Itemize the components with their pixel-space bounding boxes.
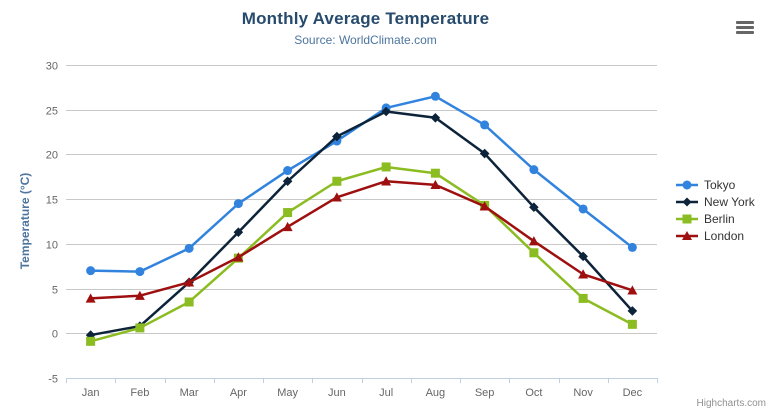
legend-label: London (704, 228, 745, 243)
x-axis-label: Dec (623, 387, 643, 399)
point-london-oct[interactable] (528, 236, 539, 246)
point-london-jul[interactable] (381, 176, 392, 186)
series-tokyo (86, 91, 637, 277)
y-axis-label: 10 (46, 240, 58, 252)
y-axis-label: 0 (52, 329, 58, 341)
point-tokyo-oct[interactable] (529, 165, 539, 175)
point-berlin-dec[interactable] (627, 319, 637, 329)
x-axis-label: Jun (328, 387, 346, 399)
point-berlin-feb[interactable] (135, 323, 145, 333)
legend-marker-diamond-icon (676, 197, 698, 206)
series-new-york (85, 106, 638, 340)
point-berlin-may[interactable] (283, 208, 293, 218)
point-london-aug[interactable] (430, 179, 441, 190)
y-axis-label: 30 (46, 61, 58, 73)
point-new-york-may[interactable] (282, 176, 293, 187)
point-berlin-jul[interactable] (381, 162, 391, 172)
legend-marker-square-icon (676, 214, 698, 223)
point-tokyo-sep[interactable] (480, 120, 490, 130)
export-menu-button[interactable] (734, 19, 756, 36)
legend-marker-circle-icon (676, 180, 698, 189)
legend-item-tokyo[interactable]: Tokyo (675, 176, 755, 193)
point-new-york-jan[interactable] (85, 330, 96, 340)
point-berlin-mar[interactable] (184, 297, 194, 307)
series-berlin (86, 162, 637, 346)
point-new-york-jul[interactable] (381, 106, 391, 117)
x-axis-label: Mar (180, 387, 199, 399)
point-london-jun[interactable] (331, 192, 342, 202)
legend-marker-triangle-icon (676, 230, 698, 240)
point-tokyo-jan[interactable] (86, 266, 96, 276)
point-new-york-oct[interactable] (529, 202, 539, 212)
point-berlin-aug[interactable] (430, 168, 440, 178)
x-axis-label: Apr (230, 387, 247, 399)
series-line-london (89, 180, 634, 300)
point-london-sep[interactable] (479, 201, 490, 211)
chart-title: Monthly Average Temperature (241, 9, 490, 28)
point-tokyo-nov[interactable] (578, 204, 588, 214)
series-line-tokyo (89, 95, 634, 273)
point-tokyo-aug[interactable] (430, 91, 440, 101)
x-axis-label: Jan (82, 387, 100, 399)
point-tokyo-feb[interactable] (135, 267, 145, 277)
legend-item-berlin[interactable]: Berlin (675, 210, 755, 227)
point-tokyo-may[interactable] (283, 166, 293, 176)
point-london-may[interactable] (282, 221, 293, 232)
point-tokyo-mar[interactable] (184, 243, 194, 253)
point-tokyo-apr[interactable] (233, 199, 243, 209)
x-axis-label: Aug (426, 387, 446, 399)
point-new-york-sep[interactable] (479, 148, 490, 159)
x-axis-label: Sep (475, 387, 495, 399)
point-berlin-jan[interactable] (86, 336, 96, 346)
point-london-apr[interactable] (233, 252, 244, 262)
legend-item-new-york[interactable]: New York (675, 193, 755, 210)
series-london (85, 176, 638, 303)
point-new-york-apr[interactable] (233, 227, 244, 238)
point-new-york-nov[interactable] (578, 251, 588, 262)
point-tokyo-dec[interactable] (627, 242, 637, 252)
series-line-new-york (89, 110, 634, 337)
y-axis-label: 25 (46, 106, 58, 118)
x-axis-label: Nov (573, 387, 593, 399)
point-berlin-jun[interactable] (332, 176, 342, 186)
point-new-york-aug[interactable] (430, 112, 441, 123)
point-london-nov[interactable] (578, 269, 589, 279)
x-axis-label: Oct (525, 387, 542, 399)
y-axis-label: -5 (48, 374, 58, 386)
series-line-berlin (89, 165, 634, 343)
point-london-feb[interactable] (134, 290, 145, 300)
y-axis-label: 5 (52, 285, 58, 297)
x-axis-label: Feb (130, 387, 149, 399)
x-axis-label: May (277, 387, 298, 399)
credits-link[interactable]: Highcharts.com (696, 398, 766, 409)
legend-item-london[interactable]: London (675, 227, 755, 244)
legend: Tokyo New York Berlin London (675, 176, 755, 244)
point-london-jan[interactable] (85, 293, 96, 303)
y-axis-label: 15 (46, 195, 58, 207)
point-london-dec[interactable] (627, 285, 638, 295)
y-axis-label: 20 (46, 150, 58, 162)
x-axis-label: Jul (379, 387, 393, 399)
legend-label: New York (704, 194, 755, 209)
legend-label: Berlin (704, 211, 735, 226)
chart-subtitle: Source: WorldClimate.com (294, 33, 437, 47)
legend-label: Tokyo (704, 177, 736, 192)
point-berlin-oct[interactable] (529, 248, 539, 258)
y-axis-title: Temperature (°C) (18, 172, 32, 270)
point-berlin-nov[interactable] (578, 293, 588, 303)
point-new-york-jun[interactable] (332, 131, 342, 142)
point-london-mar[interactable] (184, 277, 195, 287)
point-new-york-dec[interactable] (627, 306, 638, 316)
